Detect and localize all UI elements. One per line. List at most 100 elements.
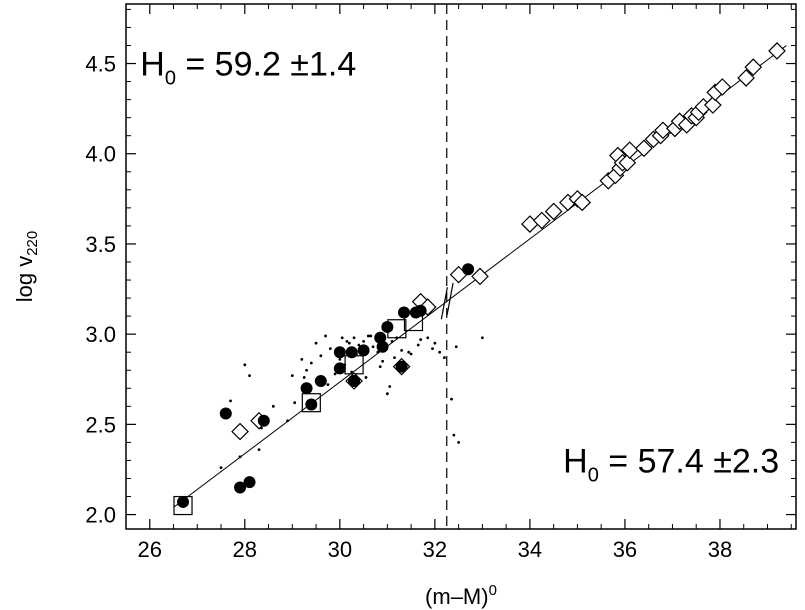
dot-point (238, 455, 242, 459)
x-tick-label: 36 (613, 537, 637, 562)
dot-point (309, 361, 313, 365)
h0-annotation-left: H0 = 59.2 ±1.4 (140, 46, 356, 90)
dot-point (416, 343, 420, 347)
filled-circle-point (257, 414, 270, 427)
dot-point (400, 348, 404, 352)
y-tick-label: 2.5 (85, 412, 116, 437)
x-tick-label: 26 (138, 537, 162, 562)
dot-point (347, 341, 351, 345)
y-tick-label: 3.0 (85, 322, 116, 347)
x-axis-title: (m–M)0 (425, 582, 497, 609)
filled-circle-point (462, 263, 475, 276)
data-points (173, 42, 786, 516)
dot-point (433, 341, 437, 345)
dot-point (338, 358, 342, 361)
filled-circle-point (243, 476, 256, 489)
y-axis-title: log v220 (12, 231, 41, 303)
diamond-point (573, 193, 592, 212)
dot-point (450, 397, 453, 401)
dot-point (452, 433, 456, 437)
dot-point (219, 466, 223, 470)
dot-point (257, 448, 261, 452)
x-axis: 26 28 30 32 34 36 38 (125, 4, 792, 562)
dot-point (350, 370, 354, 374)
dot-point (442, 356, 446, 360)
diamond-point (635, 139, 653, 158)
dot-point (324, 334, 327, 338)
dot-point (419, 338, 423, 341)
dot-point (345, 339, 349, 343)
dot-point (314, 341, 318, 345)
dot-point (364, 376, 368, 379)
dot-point (229, 399, 232, 403)
diamond-point (768, 42, 786, 60)
y-tick-label: 4.5 (85, 52, 116, 77)
dot-point (438, 350, 442, 354)
dot-point (426, 336, 430, 340)
y-axis: 2.0 2.5 3.0 3.5 4.0 4.5 (85, 8, 796, 528)
filled-circle-point (348, 375, 361, 388)
dot-point (393, 356, 396, 360)
dot-point (340, 336, 344, 340)
dot-point (457, 441, 461, 444)
diamond-point (620, 141, 639, 159)
dot-point (390, 339, 394, 343)
h0-annotation-right: H0 = 57.4 ±2.3 (563, 442, 779, 486)
diamond-point (737, 69, 755, 87)
dot-point (293, 401, 297, 405)
dot-point (454, 345, 458, 349)
filled-circle-point (381, 320, 394, 333)
square-point (301, 393, 321, 413)
filled-circle-point (333, 346, 346, 359)
y-tick-label: 2.0 (85, 503, 116, 528)
filled-circle-point (395, 360, 408, 373)
dot-point (248, 374, 251, 378)
dot-point (290, 374, 294, 378)
filled-circle-point (219, 407, 232, 420)
x-tick-label: 28 (233, 537, 257, 562)
y-tick-label: 3.5 (85, 232, 116, 257)
dot-point (381, 359, 384, 363)
diamond-point (703, 96, 722, 114)
dot-point (480, 336, 484, 340)
filled-circle-point (314, 375, 327, 388)
dot-point (319, 354, 323, 358)
x-tick-label: 30 (328, 537, 352, 562)
filled-circle-point (177, 495, 190, 508)
y-tick-label: 4.0 (85, 142, 116, 167)
filled-circle-point (376, 340, 389, 353)
filled-circle-point (374, 331, 387, 344)
dot-point (326, 383, 330, 387)
dot-point (352, 336, 356, 340)
filled-circle-point (345, 346, 358, 359)
dot-point (388, 385, 392, 388)
dot-point (378, 365, 382, 369)
dot-point (305, 368, 308, 372)
x-tick-label: 38 (708, 537, 732, 562)
break-stroke (440, 287, 448, 320)
filled-circle-point (397, 306, 410, 319)
break-stroke (446, 282, 454, 316)
dot-point (362, 339, 365, 343)
dot-point (243, 363, 247, 367)
dot-point (369, 334, 373, 338)
diamond-point (744, 58, 763, 76)
plot-frame (125, 3, 797, 530)
dot-point (271, 404, 275, 408)
dot-point (286, 419, 289, 423)
diamond-point (544, 202, 563, 221)
dot-point (376, 350, 380, 354)
filled-circle-point (300, 382, 313, 395)
diamond-point (618, 153, 637, 172)
dot-point (371, 345, 375, 349)
line-break-mark (440, 282, 454, 320)
filled-circle-point (357, 344, 370, 357)
dot-point (407, 350, 411, 354)
dot-point (333, 372, 337, 376)
dot-point (385, 392, 389, 396)
diamond-point (231, 422, 249, 441)
dot-point (409, 352, 413, 356)
filled-circle-point (414, 304, 427, 317)
x-tick-label: 32 (423, 537, 447, 562)
